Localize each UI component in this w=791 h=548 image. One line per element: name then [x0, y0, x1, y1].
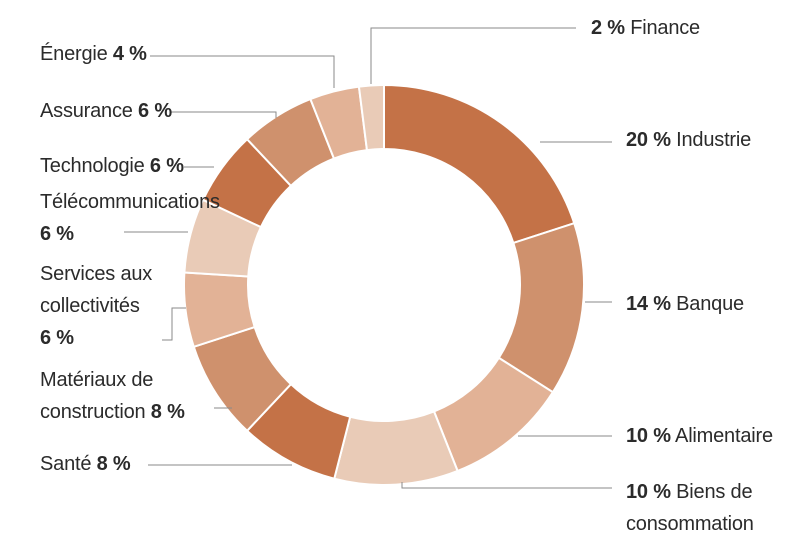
label-line-technologie-1: Technologie 6 % [40, 155, 184, 177]
label-industrie: 20 % Industrie [626, 129, 751, 151]
slice-value-services-aux-collectivites: 6 % [40, 327, 74, 349]
label-line-services-aux-collectivites-1: Services aux [40, 263, 152, 285]
label-materiaux-de-construction: Matériaux de construction 8 % [40, 369, 185, 423]
labels-layer: 20 % Industrie 14 % Banque 10 % Alimentair… [40, 17, 773, 535]
slice-label-alimentaire: Alimentaire [671, 425, 773, 447]
label-line-telecommunications-1: Télécommunications [40, 191, 220, 213]
slice-label-services-aux-collectivites: Services aux [40, 263, 152, 285]
label-line-materiaux-de-construction-1: Matériaux de [40, 369, 153, 391]
slice-value-banque: 14 % [626, 293, 671, 315]
slice-label-energie: Énergie [40, 42, 108, 65]
label-line-services-aux-collectivites-2: collectivités [40, 295, 140, 317]
slice-label-telecommunications: Télécommunications [40, 191, 220, 213]
label-line-biens-de-consommation-2: consommation [626, 513, 754, 535]
slice-label-assurance: Assurance [40, 100, 133, 122]
slice-value-industrie: 20 % [626, 129, 671, 151]
slice-label-materiaux-de-construction: construction [40, 401, 145, 423]
label-line-alimentaire-1: 10 % Alimentaire [626, 425, 773, 447]
slice-value-telecommunications: 6 % [40, 223, 74, 245]
slice-value-biens-de-consommation: 10 % [626, 481, 671, 503]
label-telecommunications: Télécommunications 6 % [40, 191, 220, 245]
slice-label-materiaux-de-construction: Matériaux de [40, 369, 153, 391]
leader-line-assurance [170, 111, 277, 118]
label-line-energie-1: Énergie 4 % [40, 42, 147, 65]
slice-value-materiaux-de-construction: 8 % [145, 401, 185, 423]
slice-finance [357, 83, 385, 152]
slice-value-sante: 8 % [91, 453, 131, 475]
slice-biens-de-consommation [333, 410, 459, 486]
label-line-sante-1: Santé 8 % [40, 453, 131, 475]
label-line-biens-de-consommation-1: 10 % Biens de [626, 481, 752, 503]
slice-label-finance: Finance [625, 17, 700, 39]
label-services-aux-collectivites: Services aux collectivités 6 % [40, 263, 152, 349]
slice-label-technologie: Technologie [40, 155, 145, 177]
slice-label-services-aux-collectivites: collectivités [40, 295, 140, 317]
leader-line-services-aux-collectivites [162, 307, 186, 341]
slice-label-banque: Banque [671, 293, 744, 315]
label-line-finance-1: 2 % Finance [591, 17, 700, 39]
slice-label-biens-de-consommation: Biens de [671, 481, 753, 503]
slice-value-assurance: 6 % [133, 100, 173, 122]
label-technologie: Technologie 6 % [40, 155, 184, 177]
label-banque: 14 % Banque [626, 293, 744, 315]
leader-line-finance [370, 27, 576, 84]
leader-lines-layer [124, 27, 612, 489]
label-line-industrie-1: 20 % Industrie [626, 129, 751, 151]
label-line-banque-1: 14 % Banque [626, 293, 744, 315]
slice-label-industrie: Industrie [671, 129, 751, 151]
slice-industrie [383, 83, 576, 245]
leader-line-biens-de-consommation [401, 482, 612, 489]
label-alimentaire: 10 % Alimentaire [626, 425, 773, 447]
label-biens-de-consommation: 10 % Biens de consommation [626, 481, 754, 535]
leader-line-energie [150, 55, 335, 88]
slices-layer [183, 83, 585, 486]
label-finance: 2 % Finance [591, 17, 700, 39]
label-line-materiaux-de-construction-2: construction 8 % [40, 401, 185, 423]
slice-value-energie: 4 % [108, 43, 148, 65]
slice-label-sante: Santé [40, 453, 91, 475]
label-assurance: Assurance 6 % [40, 100, 173, 122]
slice-label-biens-de-consommation: consommation [626, 513, 754, 535]
label-energie: Énergie 4 % [40, 42, 147, 65]
label-line-telecommunications-2: 6 % [40, 223, 74, 245]
slice-value-alimentaire: 10 % [626, 425, 671, 447]
slice-value-finance: 2 % [591, 17, 625, 39]
label-line-services-aux-collectivites-3: 6 % [40, 327, 74, 349]
label-sante: Santé 8 % [40, 453, 131, 475]
slice-value-technologie: 6 % [145, 155, 185, 177]
label-line-assurance-1: Assurance 6 % [40, 100, 172, 122]
